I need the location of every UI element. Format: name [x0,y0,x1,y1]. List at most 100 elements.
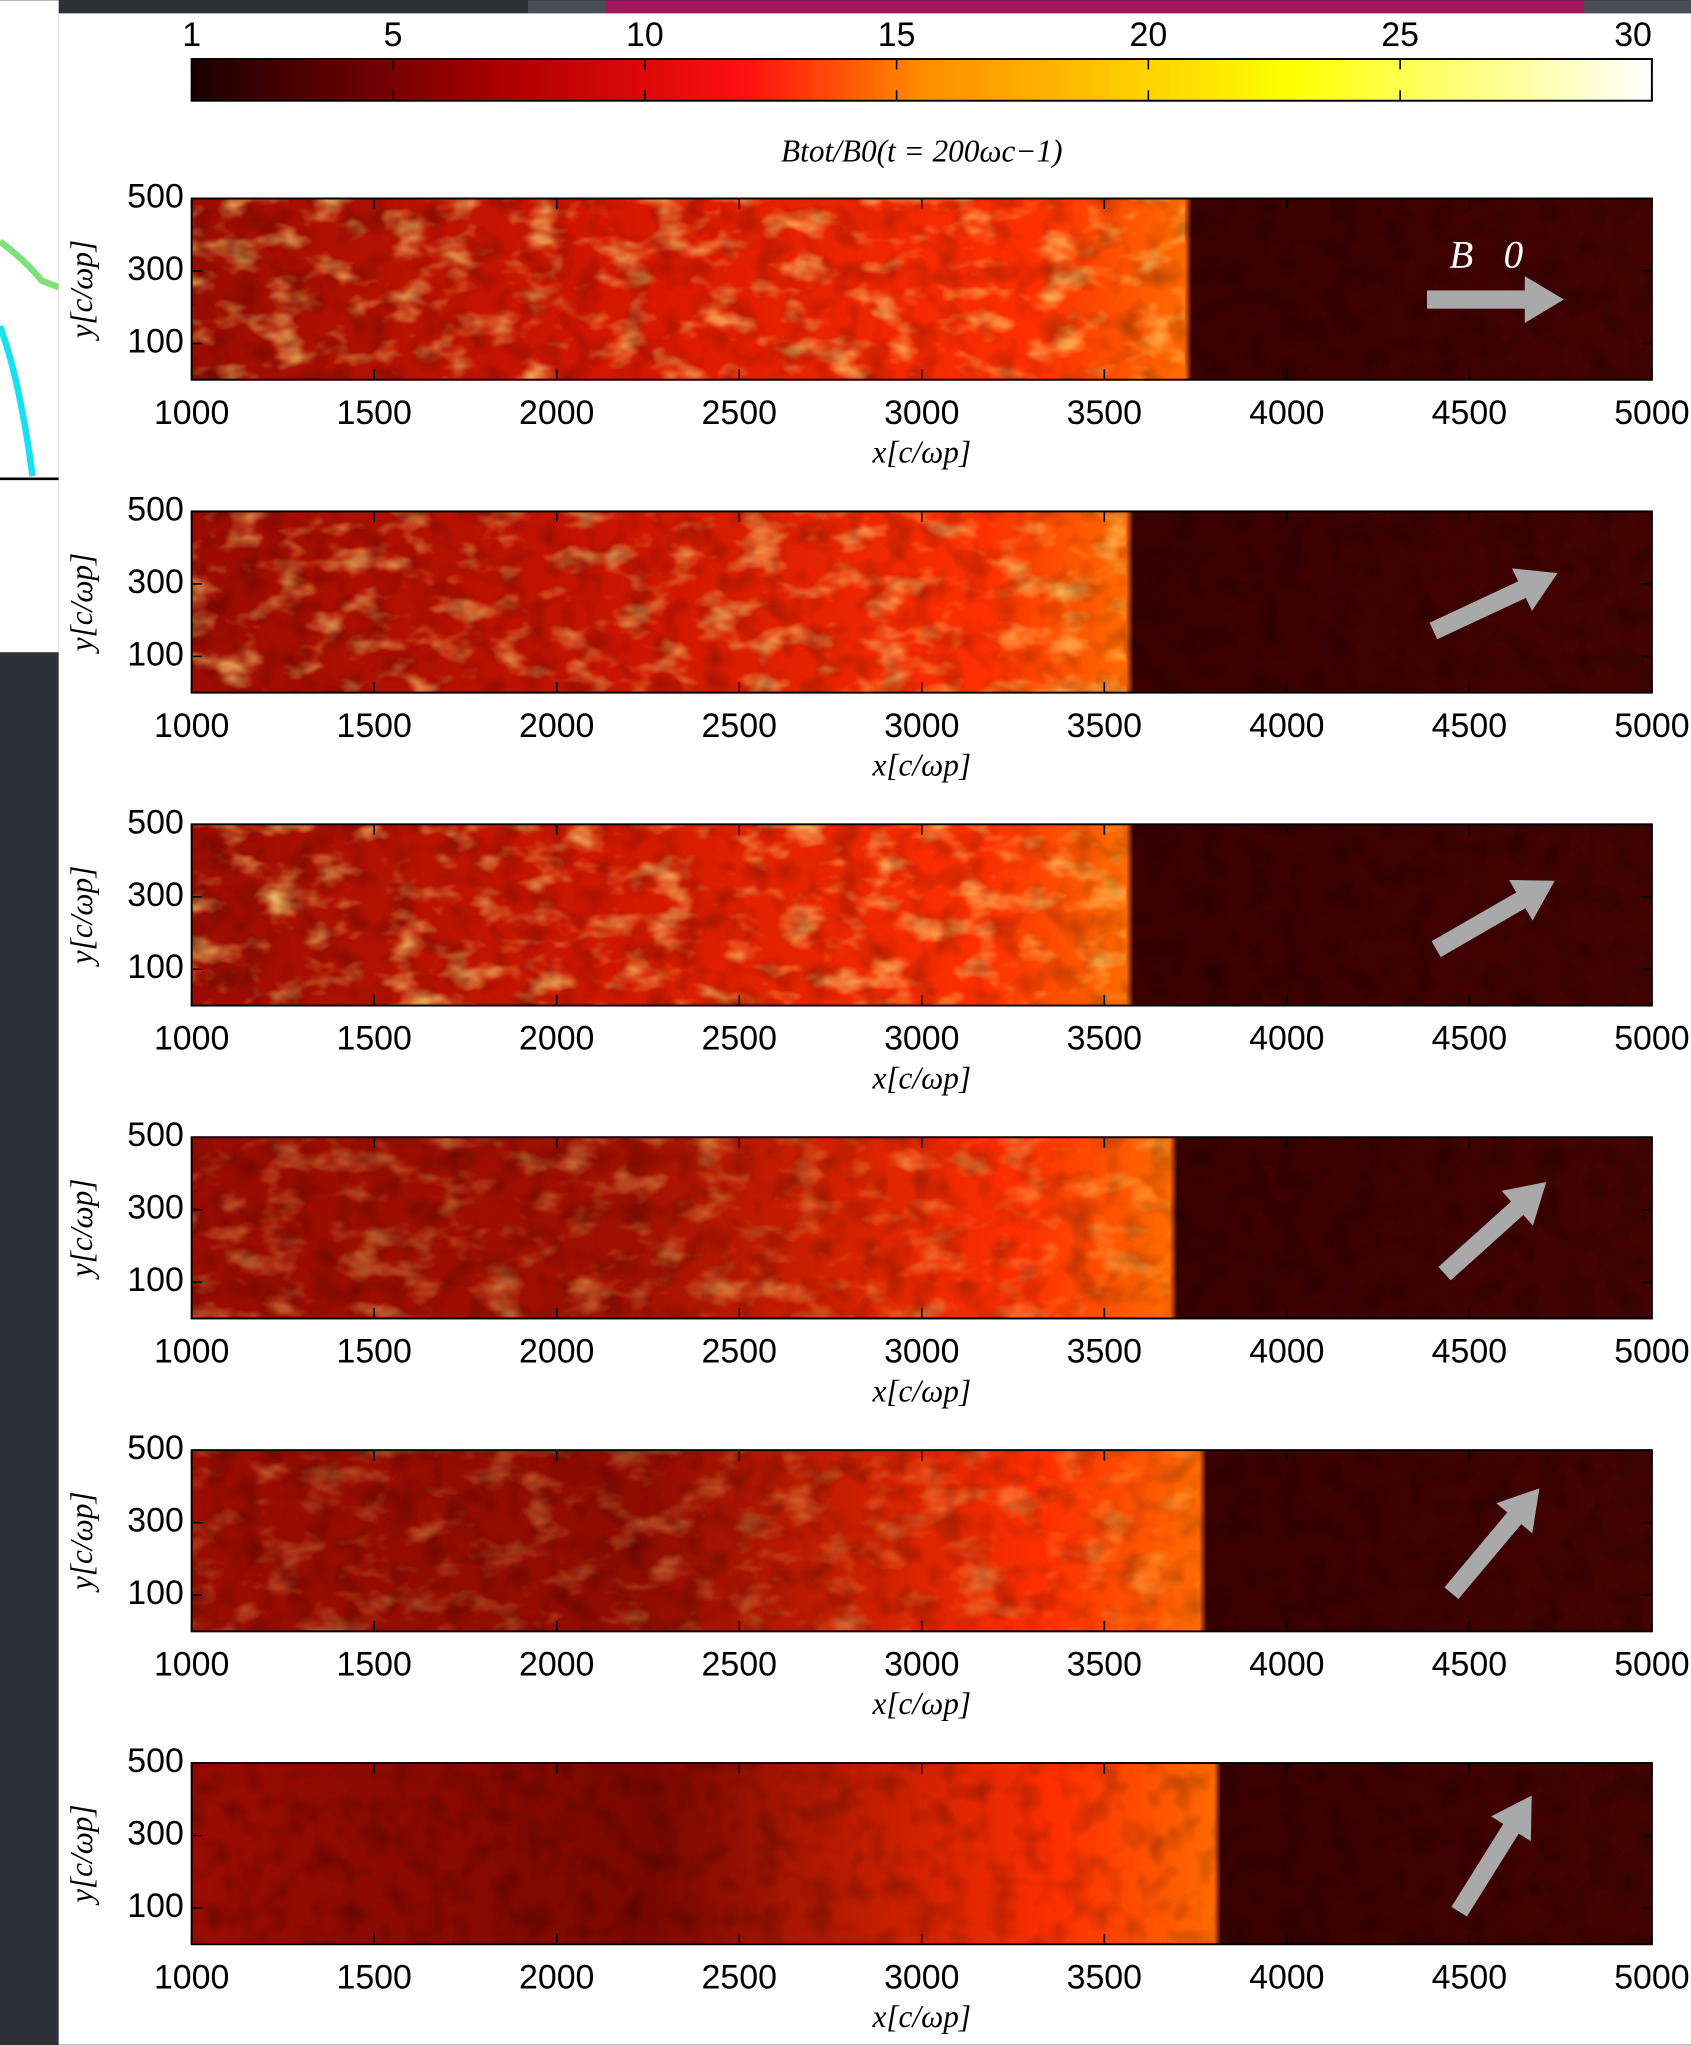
x-tick-label: 4000 [1249,1020,1324,1058]
y-tick-label: 300 [127,563,184,601]
x-tick-label: 3500 [1067,1646,1142,1684]
x-tick-label: 2000 [519,1958,594,1996]
heatmap-texture [191,1137,1652,1319]
x-axis-label: x[c/ωp] [871,435,971,470]
x-tick-label: 3500 [1067,394,1142,432]
x-axis-label: x[c/ωp] [871,1686,971,1721]
x-tick-label: 2500 [702,1020,777,1058]
heatmap-texture [191,1450,1652,1632]
colorbar-tick-label: 1 [182,16,201,54]
x-axis-label: x[c/ωp] [871,747,971,782]
field-arrow [1451,1795,1532,1917]
x-tick-label: 2500 [702,394,777,432]
x-tick-label: 5000 [1614,707,1689,745]
x-axis-label: x[c/ωp] [871,1999,971,2034]
x-tick-label: 1000 [154,394,229,432]
x-tick-label: 1500 [337,707,412,745]
x-tick-label: 3500 [1067,1333,1142,1371]
y-axis-label: y[c/ωp] [64,240,99,342]
x-tick-label: 1500 [337,394,412,432]
x-tick-label: 4500 [1432,707,1507,745]
x-tick-label: 4500 [1432,1646,1507,1684]
y-tick-label: 500 [127,1116,184,1154]
x-tick-label: 2000 [519,707,594,745]
x-tick-label: 4500 [1432,1020,1507,1058]
y-axis-label: y[c/ωp] [64,1179,99,1281]
arrow-shaft [1431,891,1528,958]
y-tick-label: 100 [127,1887,184,1925]
arrow-head [1496,1488,1540,1534]
arrow-shaft [1426,290,1528,309]
x-tick-label: 1000 [154,1958,229,1996]
x-tick-label: 5000 [1614,1646,1689,1684]
x-tick-label: 1000 [154,1020,229,1058]
x-tick-label: 2000 [519,1020,594,1058]
x-tick-label: 4500 [1432,394,1507,432]
y-axis-label: y[c/ωp] [64,866,99,968]
y-tick-label: 100 [127,948,184,986]
y-tick-label: 300 [127,1814,184,1852]
x-tick-label: 1500 [337,1333,412,1371]
background-curve [0,325,36,477]
y-tick-label: 100 [127,1261,184,1299]
x-tick-label: 2500 [702,707,777,745]
colorbar-tick-label: 25 [1381,16,1419,54]
y-tick-label: 100 [127,322,184,360]
x-tick-label: 5000 [1614,1333,1689,1371]
x-tick-label: 3000 [884,707,959,745]
x-tick-label: 3000 [884,1958,959,1996]
y-tick-label: 500 [127,177,184,215]
colorbar-tick-label: 15 [878,16,916,54]
field-label: B⃗0 [1449,233,1523,276]
field-arrow [1426,276,1564,324]
y-tick-label: 500 [127,1429,184,1467]
x-tick-label: 2500 [702,1333,777,1371]
x-tick-label: 3000 [884,1020,959,1058]
heatmap-texture [191,198,1652,380]
background-plot [0,0,59,653]
y-tick-label: 300 [127,1189,184,1227]
x-tick-label: 1000 [154,1646,229,1684]
heatmap-texture [191,824,1652,1006]
x-tick-label: 4000 [1249,1646,1324,1684]
arrow-shaft [1444,1510,1523,1600]
arrow-head [1501,1182,1547,1226]
colorbar-label: Btot/B0(t = 200ωc−1) [781,133,1063,168]
x-axis-label: x[c/ωp] [871,1060,971,1095]
arrow-shaft [1438,1199,1526,1281]
x-tick-label: 4500 [1432,1333,1507,1371]
heatmap-texture [191,1763,1652,1945]
x-tick-label: 5000 [1614,1958,1689,1996]
x-tick-label: 3500 [1067,1020,1142,1058]
x-tick-label: 4000 [1249,707,1324,745]
colorbar-tick-label: 10 [626,16,664,54]
x-tick-label: 1000 [154,707,229,745]
x-tick-label: 1000 [154,1333,229,1371]
y-tick-label: 300 [127,1502,184,1540]
background-bar [606,0,1585,14]
y-tick-label: 100 [127,1574,184,1612]
y-axis-label: y[c/ωp] [64,1804,99,1906]
y-axis-label: y[c/ωp] [64,1491,99,1593]
y-tick-label: 100 [127,635,184,673]
y-tick-label: 300 [127,250,184,288]
x-tick-label: 2500 [702,1958,777,1996]
y-tick-label: 500 [127,1742,184,1780]
field-arrow [1429,568,1558,640]
x-tick-label: 4500 [1432,1958,1507,1996]
arrow-head [1524,276,1564,324]
x-tick-label: 2000 [519,1333,594,1371]
x-axis-label: x[c/ωp] [871,1373,971,1408]
x-tick-label: 2000 [519,394,594,432]
x-tick-label: 1500 [337,1646,412,1684]
x-tick-label: 2500 [702,1646,777,1684]
heatmap-texture [191,511,1652,693]
arrow-head [1512,568,1558,611]
arrow-head [1491,1795,1532,1842]
y-tick-label: 300 [127,876,184,914]
x-tick-label: 5000 [1614,1020,1689,1058]
x-tick-label: 5000 [1614,394,1689,432]
x-tick-label: 4000 [1249,1333,1324,1371]
colorbar-tick-label: 20 [1130,16,1168,54]
field-arrow [1438,1182,1547,1281]
